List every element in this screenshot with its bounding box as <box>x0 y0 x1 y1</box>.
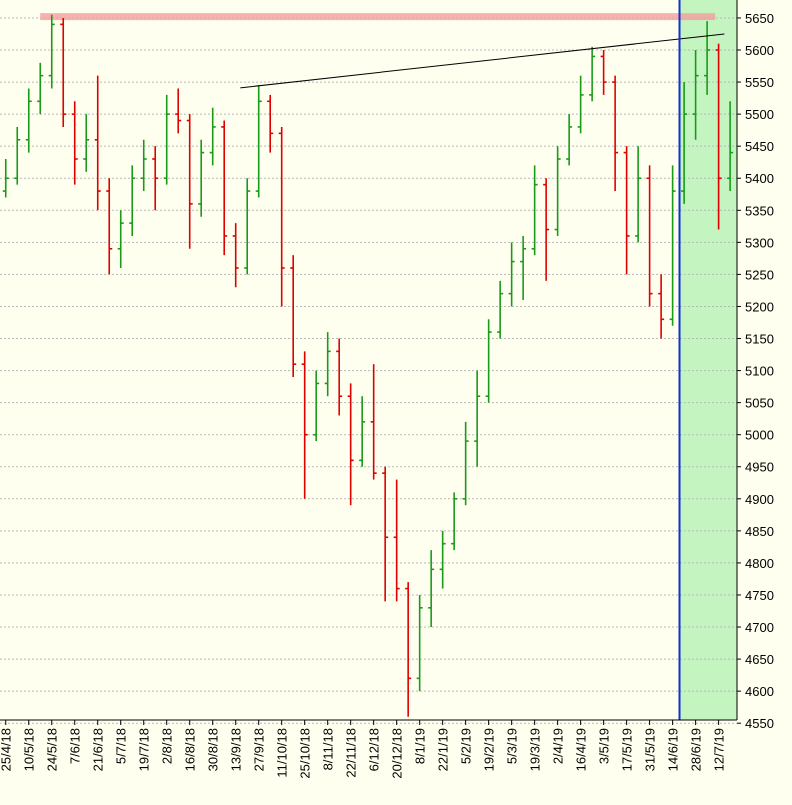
x-tick-label: 31/5/19 <box>643 728 658 771</box>
x-tick-label: 11/10/18 <box>275 728 290 778</box>
x-tick-label: 8/1/19 <box>413 728 428 764</box>
y-tick-label: 4750 <box>745 588 774 603</box>
y-tick-label: 5400 <box>745 171 774 186</box>
y-tick-label: 5500 <box>745 107 774 122</box>
y-tick-label: 5600 <box>745 43 774 58</box>
y-tick-label: 5150 <box>745 332 774 347</box>
y-tick-label: 5550 <box>745 75 774 90</box>
x-tick-label: 27/9/18 <box>252 728 267 771</box>
x-tick-label: 16/8/18 <box>183 728 198 771</box>
x-tick-label: 8/11/18 <box>321 728 336 770</box>
x-tick-label: 3/5/19 <box>597 728 612 764</box>
x-tick-label: 17/5/19 <box>620 728 635 771</box>
x-tick-label: 30/8/18 <box>206 728 221 771</box>
y-tick-label: 5000 <box>745 428 774 443</box>
x-tick-label: 5/3/19 <box>505 728 520 764</box>
x-tick-label: 6/12/18 <box>367 728 382 771</box>
x-tick-label: 22/11/18 <box>344 728 359 778</box>
x-tick-label: 5/2/19 <box>459 728 474 764</box>
x-tick-label: 22/1/19 <box>436 728 451 771</box>
y-tick-label: 5650 <box>745 11 774 26</box>
x-tick-label: 19/2/19 <box>482 728 497 771</box>
y-tick-label: 5050 <box>745 396 774 411</box>
x-tick-label: 2/8/18 <box>160 728 175 764</box>
y-tick-label: 4850 <box>745 524 774 539</box>
x-tick-label: 16/4/19 <box>574 728 589 771</box>
x-tick-label: 20/12/18 <box>390 728 405 779</box>
y-tick-label: 5100 <box>745 364 774 379</box>
x-tick-label: 25/10/18 <box>298 728 313 779</box>
y-tick-label: 5450 <box>745 139 774 154</box>
x-tick-label: 25/4/18 <box>0 728 14 771</box>
x-tick-label: 10/5/18 <box>22 728 37 771</box>
y-tick-label: 5200 <box>745 299 774 314</box>
x-tick-label: 14/6/19 <box>666 728 681 771</box>
y-tick-label: 4600 <box>745 684 774 699</box>
y-tick-label: 4950 <box>745 460 774 475</box>
y-tick-label: 5300 <box>745 235 774 250</box>
x-tick-label: 19/7/18 <box>137 728 152 771</box>
x-tick-label: 5/7/18 <box>114 728 129 764</box>
x-tick-label: 12/7/19 <box>712 728 727 771</box>
x-tick-label: 7/6/18 <box>68 728 83 764</box>
y-tick-label: 5250 <box>745 267 774 282</box>
y-tick-label: 4800 <box>745 556 774 571</box>
y-tick-label: 4900 <box>745 492 774 507</box>
y-tick-label: 4550 <box>745 716 774 731</box>
highlight-region <box>679 0 737 720</box>
y-tick-label: 4650 <box>745 652 774 667</box>
x-tick-label: 19/3/19 <box>528 728 543 771</box>
x-tick-label: 21/6/18 <box>91 728 106 771</box>
y-tick-label: 5350 <box>745 203 774 218</box>
trendline <box>240 33 725 89</box>
x-tick-label: 28/6/19 <box>689 728 704 771</box>
x-tick-label: 2/4/19 <box>551 728 566 764</box>
x-tick-label: 13/9/18 <box>229 728 244 771</box>
x-tick-label: 24/5/18 <box>45 728 60 771</box>
y-tick-label: 4700 <box>745 620 774 635</box>
